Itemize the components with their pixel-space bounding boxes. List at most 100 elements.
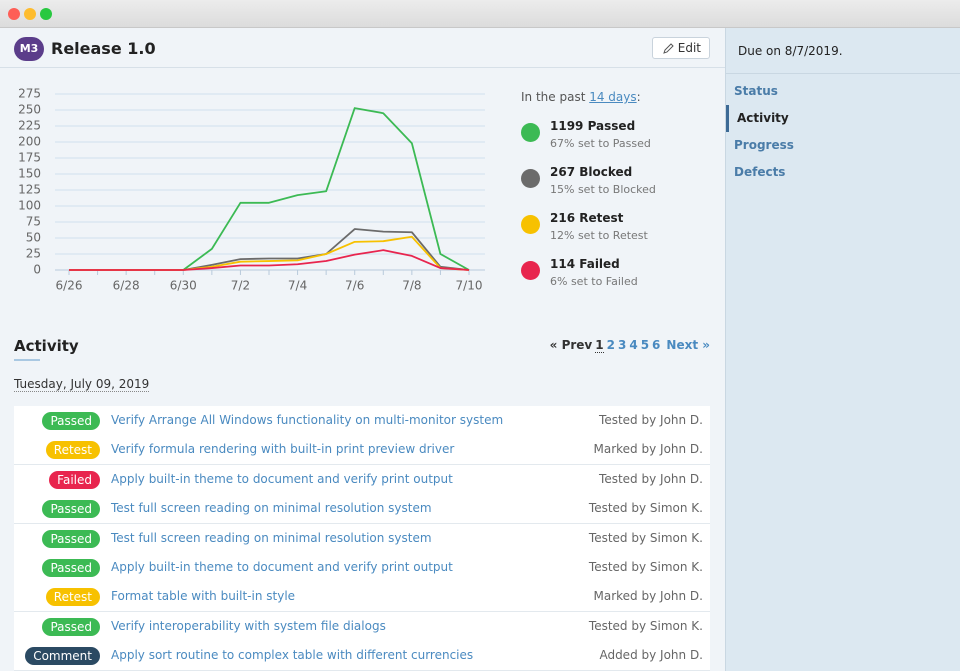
status-badge: Retest <box>45 441 100 460</box>
status-badge: Passed <box>42 617 100 636</box>
release-title: Release 1.0 <box>51 39 156 58</box>
y-tick-label: 175 <box>18 151 41 165</box>
tested-by: Marked by John D. <box>593 589 703 604</box>
intro-suffix: : <box>636 90 641 104</box>
status-badge: Comment <box>25 647 100 666</box>
heading-underline <box>14 359 40 361</box>
nav-item[interactable]: Activity <box>726 105 960 132</box>
activity-row: Retest Format table with built-in style Ma… <box>14 582 710 613</box>
milestone-badge: M3 <box>14 37 44 61</box>
pencil-icon <box>663 43 674 54</box>
activity-row: Comment Apply sort routine to complex tab… <box>14 641 710 671</box>
tested-by: Tested by Simon K. <box>588 501 703 516</box>
y-tick-label: 225 <box>18 119 41 133</box>
x-tick-label: 6/30 <box>170 279 197 293</box>
summary-title: 216 Retest <box>550 211 624 225</box>
status-badge: Failed <box>49 470 100 489</box>
page-link[interactable]: 4 <box>629 338 638 352</box>
tested-by: Tested by Simon K. <box>588 618 703 633</box>
test-link[interactable]: Verify formula rendering with built-in p… <box>111 442 455 457</box>
due-date: Due on 8/7/2019. <box>738 44 843 58</box>
y-tick-label: 150 <box>18 167 41 181</box>
y-tick-label: 250 <box>18 103 41 117</box>
current-page: 1 <box>595 338 604 353</box>
activity-heading: Activity <box>14 337 79 355</box>
tested-by: Tested by Simon K. <box>588 530 703 545</box>
test-link[interactable]: Apply built-in theme to document and ver… <box>111 471 453 486</box>
tested-by: Tested by Simon K. <box>588 560 703 574</box>
page-link[interactable]: 6 <box>652 338 661 352</box>
next-link[interactable]: Next » <box>666 338 710 352</box>
x-tick-label: 7/2 <box>231 279 250 293</box>
y-tick-label: 125 <box>18 183 41 197</box>
y-tick-label: 75 <box>26 215 41 229</box>
summary-dot <box>521 261 540 280</box>
activity-row: Passed Apply built-in theme to document a… <box>14 553 710 583</box>
test-link[interactable]: Test full screen reading on minimal reso… <box>111 530 432 545</box>
activity-row: Passed Test full screen reading on minima… <box>14 523 710 554</box>
tested-by: Tested by John D. <box>599 413 703 427</box>
series-line <box>69 228 470 271</box>
y-tick-label: 100 <box>18 199 41 213</box>
summary-detail: 15% set to Blocked <box>550 183 656 196</box>
edit-button[interactable]: Edit <box>652 37 710 59</box>
summary-title: 114 Failed <box>550 257 620 271</box>
test-link[interactable]: Apply built-in theme to document and ver… <box>111 560 453 574</box>
series-line <box>69 107 470 271</box>
sidebar: Due on 8/7/2019. Status Activity Progress D… <box>725 28 960 671</box>
activity-row: Failed Apply built-in theme to document a… <box>14 464 710 495</box>
y-tick-label: 50 <box>26 231 41 245</box>
nav-item[interactable]: Progress <box>734 138 794 152</box>
summary-detail: 6% set to Failed <box>550 275 638 288</box>
y-tick-label: 275 <box>18 87 41 101</box>
y-tick-label: 0 <box>33 263 41 277</box>
activity-date: Tuesday, July 09, 2019 <box>14 377 150 392</box>
activity-row: Retest Verify formula rendering with buil… <box>14 435 710 466</box>
activity-row: Passed Verify Arrange All Windows functio… <box>14 406 710 436</box>
summary-intro: In the past 14 days: <box>521 90 641 104</box>
y-tick-label: 25 <box>26 247 41 261</box>
header <box>0 28 725 68</box>
summary-item: 114 Failed 6% set to Failed <box>521 256 701 296</box>
x-tick-label: 7/10 <box>456 279 483 293</box>
minimize-button[interactable] <box>24 8 36 20</box>
series-line <box>69 249 470 271</box>
test-link[interactable]: Verify Arrange All Windows functionality… <box>111 413 504 427</box>
activity-row: Passed Test full screen reading on minima… <box>14 494 710 525</box>
intro-text: In the past <box>521 90 590 104</box>
test-link[interactable]: Format table with built-in style <box>111 589 296 604</box>
page-link[interactable]: 3 <box>617 338 627 352</box>
x-tick-label: 6/26 <box>56 279 83 293</box>
status-badge: Passed <box>42 559 100 577</box>
summary-title: 267 Blocked <box>550 165 633 179</box>
pagination: « Prev 1 2 3 4 5 6 Next » <box>550 338 710 353</box>
summary-dot <box>521 123 540 142</box>
edit-label: Edit <box>677 41 701 55</box>
page-link[interactable]: 2 <box>606 338 615 352</box>
y-tick-label: 200 <box>18 135 41 149</box>
x-tick-label: 6/28 <box>113 279 140 293</box>
x-tick-label: 7/8 <box>402 279 421 293</box>
title-bar <box>0 0 960 28</box>
status-badge: Passed <box>42 529 100 548</box>
zoom-button[interactable] <box>40 8 52 20</box>
summary-item: 1199 Passed 67% set to Passed <box>521 118 701 158</box>
nav-item[interactable]: Status <box>734 84 778 98</box>
status-badge: Passed <box>42 412 100 430</box>
summary-detail: 12% set to Retest <box>550 229 648 242</box>
nav-item[interactable]: Defects <box>734 165 786 179</box>
x-tick-label: 7/6 <box>345 279 364 293</box>
summary-item: 216 Retest 12% set to Retest <box>521 210 701 250</box>
prev-link[interactable]: « Prev <box>549 338 593 352</box>
tested-by: Tested by John D. <box>599 471 703 486</box>
test-link[interactable]: Test full screen reading on minimal reso… <box>111 501 432 516</box>
summary-dot <box>521 215 540 234</box>
page-link[interactable]: 5 <box>640 338 650 352</box>
test-link[interactable]: Apply sort routine to complex table with… <box>111 648 474 663</box>
test-link[interactable]: Verify interoperability with system file… <box>111 618 386 633</box>
separator <box>726 73 960 74</box>
status-badge: Passed <box>42 500 100 519</box>
summary-detail: 67% set to Passed <box>550 137 651 150</box>
days-link[interactable]: 14 days <box>589 90 637 104</box>
close-button[interactable] <box>8 8 20 20</box>
